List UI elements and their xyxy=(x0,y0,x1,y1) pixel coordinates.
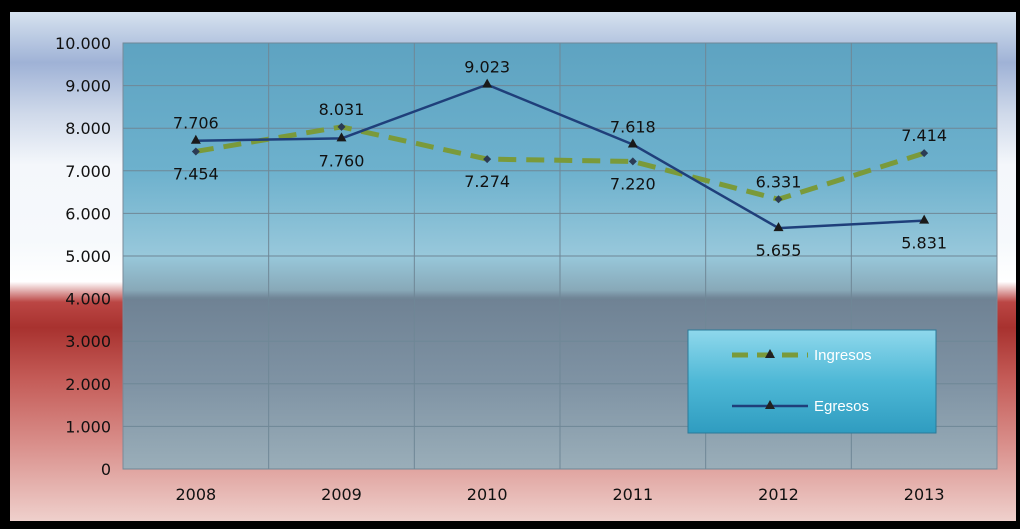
ingresos-point xyxy=(628,157,637,166)
egresos-point xyxy=(627,138,638,148)
egresos-data-label: 7.706 xyxy=(173,114,219,133)
ingresos-point xyxy=(920,149,929,158)
egresos-point xyxy=(190,134,201,144)
x-tick-label: 2009 xyxy=(321,485,362,504)
legend-ingresos-label: Ingresos xyxy=(814,347,872,364)
egresos-data-label: 7.760 xyxy=(319,151,365,170)
ingresos-data-label: 7.220 xyxy=(610,174,656,193)
x-tick-label: 2008 xyxy=(175,485,216,504)
egresos-point xyxy=(482,78,493,88)
data-labels: 7.454 8.031 7.274 7.220 6.331 7.414 7.706 7.760… xyxy=(173,58,947,260)
series-group xyxy=(190,78,930,232)
legend-box xyxy=(687,329,937,434)
y-tick-label: 5.000 xyxy=(65,247,111,266)
ingresos-point xyxy=(774,195,783,204)
legend-egresos-label: Egresos xyxy=(814,398,869,415)
egresos-point xyxy=(919,214,930,224)
ingresos-point xyxy=(191,147,200,156)
ingresos-data-label: 7.414 xyxy=(901,126,947,145)
egresos-data-label: 9.023 xyxy=(464,58,510,77)
series-line-egresos xyxy=(195,83,925,230)
legend: Ingresos Egresos xyxy=(687,329,937,434)
y-tick-label: 3.000 xyxy=(65,332,111,351)
egresos-point xyxy=(773,222,784,232)
ingresos-data-label: 8.031 xyxy=(319,100,365,119)
x-tick-label: 2013 xyxy=(904,485,945,504)
x-tick-label: 2010 xyxy=(467,485,508,504)
x-tick-label: 2011 xyxy=(612,485,653,504)
egresos-point xyxy=(336,132,347,142)
y-tick-label: 6.000 xyxy=(65,204,111,223)
y-tick-label: 8.000 xyxy=(65,119,111,138)
x-tick-label: 2012 xyxy=(758,485,799,504)
y-tick-label: 7.000 xyxy=(65,162,111,181)
y-tick-label: 4.000 xyxy=(65,290,111,309)
ingresos-data-label: 6.331 xyxy=(756,172,802,191)
y-tick-label: 2.000 xyxy=(65,375,111,394)
x-axis: 2008 2009 2010 2011 2012 2013 xyxy=(175,485,944,504)
legend-ingresos-marker xyxy=(765,349,775,358)
egresos-data-label: 5.655 xyxy=(756,241,802,260)
y-tick-label: 10.000 xyxy=(55,34,111,53)
y-tick-label: 0 xyxy=(101,460,111,479)
line-chart: 0 1.000 2.000 3.000 4.000 5.000 6.000 7.000 8.00… xyxy=(55,34,998,504)
y-tick-label: 1.000 xyxy=(65,417,111,436)
ingresos-point xyxy=(337,122,346,131)
egresos-data-label: 5.831 xyxy=(901,234,947,253)
ingresos-data-label: 7.274 xyxy=(464,172,510,191)
ingresos-data-label: 7.454 xyxy=(173,164,219,183)
legend-egresos-marker xyxy=(765,400,775,409)
ingresos-point xyxy=(483,155,492,164)
egresos-data-label: 7.618 xyxy=(610,117,656,136)
y-tick-label: 9.000 xyxy=(65,77,111,96)
chart-frame: 0 1.000 2.000 3.000 4.000 5.000 6.000 7.000 8.00… xyxy=(10,12,1016,521)
y-axis: 0 1.000 2.000 3.000 4.000 5.000 6.000 7.000 8.00… xyxy=(55,34,111,479)
series-line-ingresos xyxy=(195,124,925,202)
